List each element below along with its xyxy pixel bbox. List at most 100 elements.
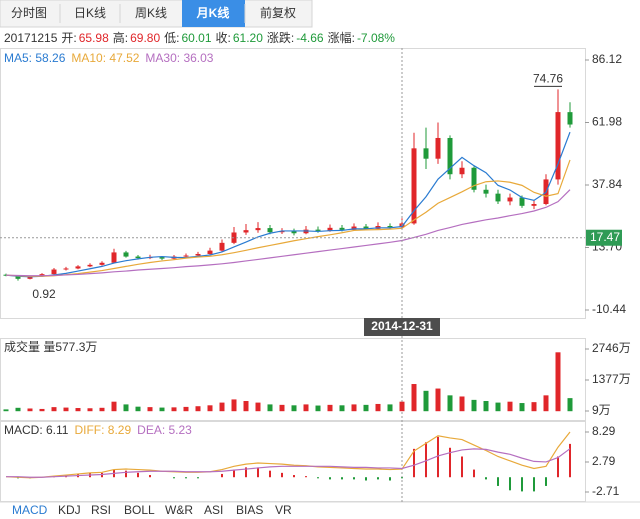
tab[interactable]: 前复权 [260, 5, 296, 20]
indicator-tab[interactable]: KDJ [58, 503, 81, 517]
volume-bar [387, 404, 393, 412]
volume-bar [327, 404, 333, 412]
quote-value: -7.08% [357, 31, 395, 45]
y-tick-label: 61.98 [592, 115, 622, 129]
volume-bar [543, 395, 549, 412]
volume-bar [219, 402, 225, 412]
volume-bar [51, 407, 57, 412]
cursor-value: 17.47 [590, 230, 620, 244]
quote-value: 69.80 [130, 31, 160, 45]
volume-bar [171, 407, 177, 412]
ma-legend: MA5: 58.26 MA10: 47.52 MA30: 36.03 [4, 51, 214, 65]
volume-bar [195, 406, 201, 412]
y-tick-label: 9万 [592, 403, 611, 417]
candle-body [255, 228, 261, 231]
y-tick-label: 8.29 [592, 424, 616, 438]
volume-panel [0, 338, 586, 421]
candle-body [315, 229, 321, 231]
candle-body [267, 228, 273, 233]
legend-entry: DIFF: 8.29 [74, 423, 131, 437]
indicator-tab[interactable]: BOLL [124, 503, 155, 517]
tab[interactable]: 分时图 [11, 6, 47, 20]
candle-body [159, 257, 165, 259]
candle-body [195, 253, 201, 256]
candle-body [423, 148, 429, 159]
y-tick-label: 2746万 [592, 341, 631, 355]
volume-bar [495, 402, 501, 412]
volume-bar [159, 407, 165, 412]
volume-bar [567, 398, 573, 412]
volume-bar [483, 401, 489, 412]
indicator-tab[interactable]: ASI [204, 503, 223, 517]
candle-body [327, 227, 333, 231]
volume-bar [411, 384, 417, 412]
y-tick-label: 2.79 [592, 454, 616, 468]
volume-bar [351, 404, 357, 412]
volume-bar [303, 404, 309, 412]
volume-bar [135, 406, 141, 412]
indicator-tab[interactable]: W&R [165, 503, 193, 517]
candle-body [495, 193, 501, 202]
candle-body [339, 227, 345, 230]
volume-bar [243, 401, 249, 412]
tab[interactable]: 周K线 [135, 6, 167, 20]
legend-entry: MA10: 47.52 [71, 51, 139, 65]
volume-bar [87, 408, 93, 412]
candle-body [111, 252, 117, 263]
indicator-tab[interactable]: BIAS [236, 503, 263, 517]
cursor-date: 2014-12-31 [371, 319, 433, 333]
y-tick-label: 1377万 [592, 372, 631, 386]
volume-bar [531, 402, 537, 412]
tab-active[interactable]: 月K线 [196, 5, 230, 20]
legend-entry: MACD: 6.11 [4, 423, 69, 437]
volume-bar [423, 390, 429, 412]
annotation: 0.92 [32, 287, 56, 301]
quote-date: 20171215 [4, 31, 58, 45]
tab[interactable]: 日K线 [74, 6, 106, 20]
candle-body [75, 266, 81, 269]
candle-body [135, 256, 141, 259]
volume-bar [459, 396, 465, 412]
candle-body [15, 275, 21, 279]
y-tick-label: -2.71 [592, 484, 620, 498]
volume-bar [3, 409, 9, 412]
indicator-tab-active[interactable]: MACD [12, 503, 48, 517]
candle-body [567, 112, 573, 125]
volume-bar [279, 404, 285, 412]
candle-body [87, 264, 93, 267]
volume-bar [291, 405, 297, 412]
indicator-tab[interactable]: VR [275, 503, 292, 517]
candle-body [531, 204, 537, 206]
volume-bar [339, 405, 345, 412]
volume-bar [519, 403, 525, 412]
candle-body [459, 167, 465, 175]
volume-bar [399, 401, 405, 412]
volume-bar [123, 404, 129, 412]
cursor-value-box [586, 229, 622, 246]
candle-body [27, 276, 33, 279]
quote-value: 60.01 [181, 31, 211, 45]
legend-entry: DEA: 5.23 [137, 423, 192, 437]
candle-body [387, 226, 393, 228]
ma-line [5, 131, 571, 278]
candle-body [243, 230, 249, 233]
y-tick-label: 86.12 [592, 52, 622, 66]
quote-label: 低: [164, 31, 179, 45]
volume-bar [63, 407, 69, 412]
macd-line [5, 431, 571, 479]
indicator-tab[interactable]: RSI [91, 503, 111, 517]
candle-body [483, 189, 489, 194]
candle-body [411, 148, 417, 224]
volume-bar [363, 404, 369, 412]
ma-line [5, 189, 571, 277]
candle-body [363, 226, 369, 229]
volume-bar [15, 407, 21, 412]
volume-bar [555, 352, 561, 412]
candle-body [291, 231, 297, 234]
ma-line [5, 159, 571, 277]
volume-bar [315, 405, 321, 412]
candle-body [555, 112, 561, 180]
candle-body [99, 262, 105, 265]
